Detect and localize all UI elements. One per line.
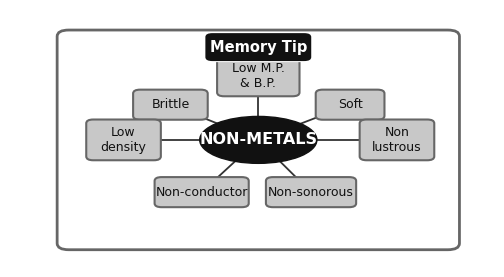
Text: Low
density: Low density: [101, 126, 147, 154]
FancyBboxPatch shape: [217, 55, 299, 96]
Text: Non-sonorous: Non-sonorous: [268, 186, 354, 199]
FancyBboxPatch shape: [316, 90, 385, 120]
Text: NON-METALS: NON-METALS: [199, 132, 318, 147]
FancyBboxPatch shape: [205, 33, 311, 61]
Text: Brittle: Brittle: [151, 98, 190, 111]
FancyBboxPatch shape: [155, 177, 249, 207]
Text: Low M.P.
& B.P.: Low M.P. & B.P.: [232, 62, 285, 90]
FancyBboxPatch shape: [205, 32, 312, 62]
Text: Memory Tip: Memory Tip: [210, 40, 307, 55]
Text: Non
lustrous: Non lustrous: [372, 126, 422, 154]
Text: Soft: Soft: [338, 98, 362, 111]
FancyBboxPatch shape: [360, 119, 434, 160]
FancyBboxPatch shape: [266, 177, 356, 207]
FancyBboxPatch shape: [133, 90, 208, 120]
Ellipse shape: [200, 116, 317, 163]
FancyBboxPatch shape: [86, 119, 161, 160]
Text: Non-conductor: Non-conductor: [155, 186, 248, 199]
FancyBboxPatch shape: [57, 30, 460, 250]
